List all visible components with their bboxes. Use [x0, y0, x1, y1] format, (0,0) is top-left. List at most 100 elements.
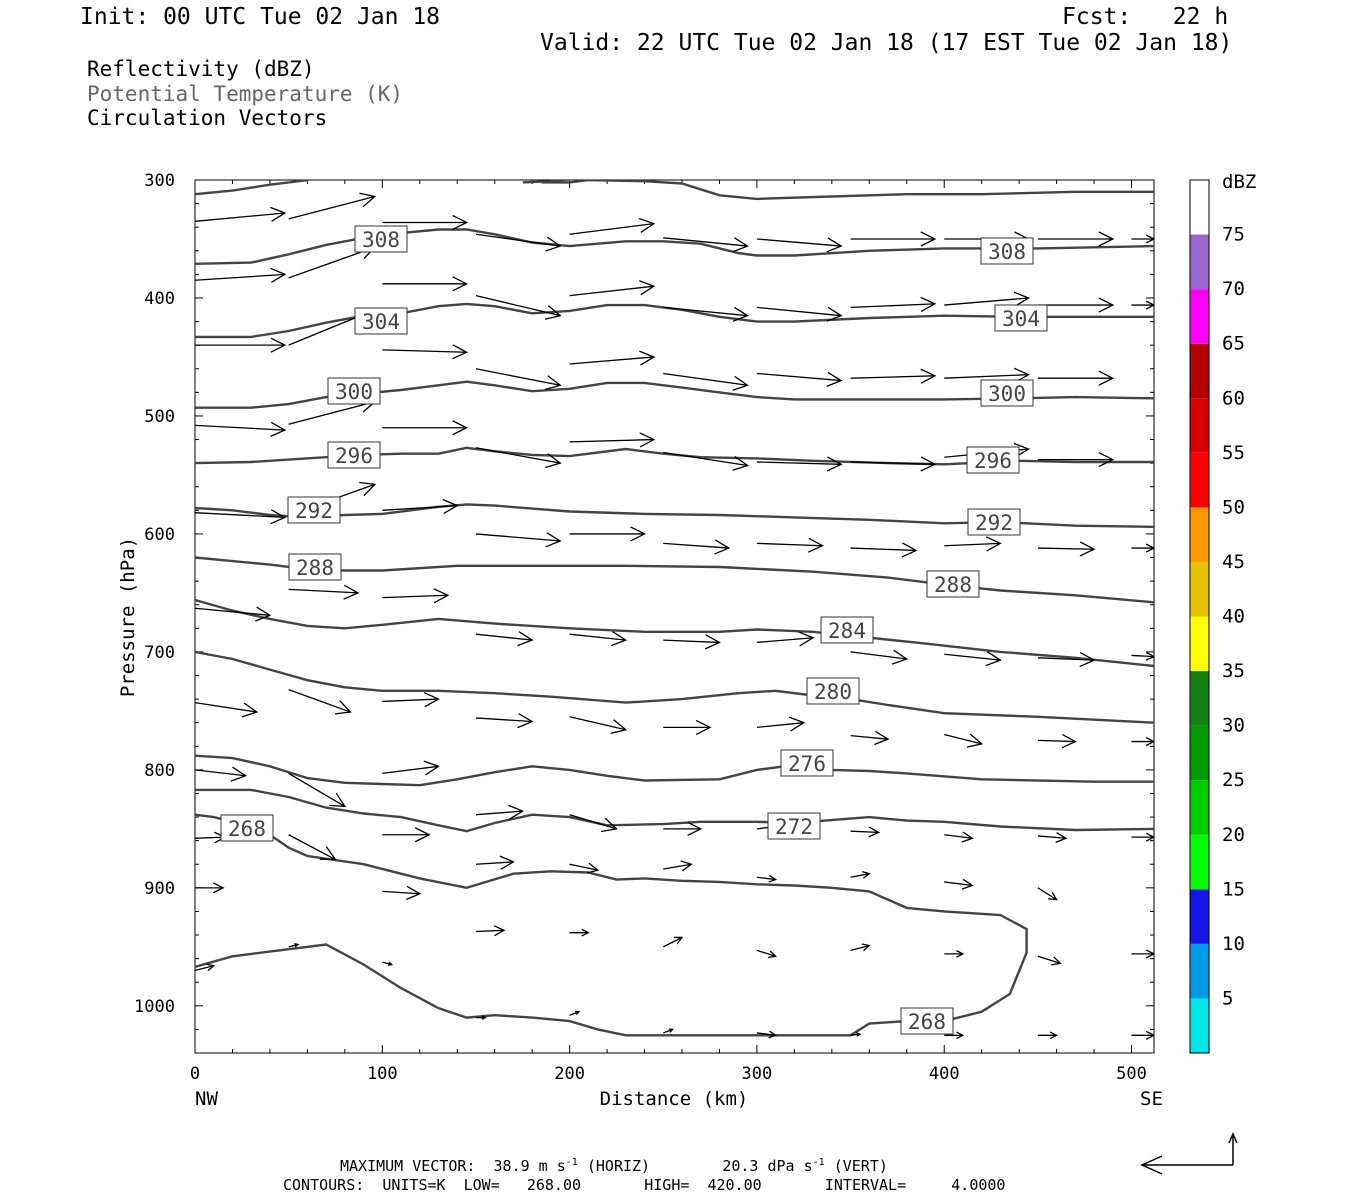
contour-268 — [195, 813, 1028, 1037]
vector-head — [985, 536, 1002, 552]
vector-shaft — [1131, 654, 1154, 658]
init-time: Init: 00 UTC Tue 02 Jan 18 — [80, 4, 441, 30]
vector-shaft — [1037, 887, 1057, 901]
vector-head — [294, 943, 300, 948]
circulation-vector — [1037, 955, 1062, 966]
contour-label-304: 304 — [362, 310, 400, 334]
vector-head — [499, 855, 515, 870]
vector-head — [985, 651, 1002, 667]
contour-label-280: 280 — [814, 680, 852, 704]
circulation-vector — [756, 874, 778, 883]
circulation-vector — [195, 766, 248, 782]
contour-label-box — [354, 225, 408, 253]
contour-label-292: 292 — [295, 499, 333, 523]
circulation-vector — [569, 350, 656, 366]
vector-head — [1145, 234, 1154, 244]
y-axis-label: Pressure (hPa) — [117, 537, 139, 697]
vector-head — [241, 702, 259, 718]
x-left-end-label: NW — [195, 1088, 218, 1110]
vector-head — [901, 542, 918, 558]
y-tick-label: 300 — [144, 171, 175, 191]
vector-head — [704, 634, 721, 650]
vector-shaft — [663, 372, 748, 386]
vector-head — [270, 206, 287, 222]
vector-head — [581, 928, 590, 937]
vector-head — [856, 1032, 862, 1037]
vector-head — [452, 344, 469, 360]
vector-shaft — [663, 1028, 673, 1034]
vector-shaft — [288, 772, 346, 807]
vector-head — [212, 882, 225, 894]
colorbar-swatch — [1190, 780, 1209, 835]
circulation-vector — [850, 943, 871, 952]
circulation-vector — [756, 949, 778, 959]
contour-label-284: 284 — [828, 619, 866, 643]
circulation-vector — [195, 337, 287, 353]
contour-line — [195, 181, 289, 196]
circulation-vector — [569, 432, 656, 448]
vector-head — [826, 456, 843, 472]
colorbar-swatch — [1190, 616, 1209, 672]
circulation-vector — [382, 276, 469, 292]
vector-shaft — [1037, 835, 1067, 839]
vector-head — [807, 537, 824, 553]
vector-shaft — [288, 195, 375, 220]
reference-vector — [1140, 1132, 1238, 1175]
legend-potential-temperature: Potential Temperature (K) — [87, 82, 404, 106]
plot-frame — [194, 179, 1155, 1054]
vector-shaft — [850, 873, 870, 878]
contour-label-box — [287, 496, 341, 524]
vector-head — [1145, 949, 1154, 959]
vector-shaft — [944, 297, 1029, 306]
circulation-vector — [1037, 1031, 1059, 1040]
contour-label-288: 288 — [296, 556, 334, 580]
vector-head — [956, 1031, 965, 1040]
vector-head — [1098, 297, 1115, 313]
circulation-vector — [1037, 297, 1115, 313]
max-vector-prefix: MAXIMUM VECTOR: 38.9 m s — [340, 1157, 566, 1175]
vector-shaft — [475, 447, 561, 464]
vector-head — [826, 371, 843, 387]
vector-shaft — [288, 943, 299, 948]
y-tick-label: 600 — [144, 525, 175, 545]
vector-head — [920, 231, 937, 247]
circulation-vector — [569, 862, 600, 874]
colorbar-label: 10 — [1222, 933, 1245, 955]
vector-shaft — [382, 504, 458, 511]
circulation-vector — [756, 537, 824, 553]
vector-shaft — [663, 237, 748, 247]
vector-head — [826, 237, 843, 253]
circulation-vector — [195, 963, 216, 972]
colorbar-swatch — [1190, 507, 1209, 562]
vector-shaft — [382, 890, 420, 895]
vector-shaft — [195, 273, 285, 281]
circulation-vector — [569, 526, 646, 542]
colorbar-label: 60 — [1222, 387, 1245, 409]
vector-head — [270, 421, 287, 437]
axis-ticks: 0 100 200 300 400 500 300 400 500 600 700 800 900 100… — [134, 171, 1154, 1084]
vector-head — [920, 296, 937, 313]
circulation-vector — [382, 760, 440, 776]
contour-label-box — [327, 441, 381, 469]
circulation-vector — [475, 855, 515, 870]
vector-head — [600, 817, 618, 833]
contour-label-292: 292 — [975, 511, 1013, 535]
colorbar-label: 70 — [1222, 278, 1245, 300]
circulation-vector — [850, 368, 937, 384]
vector-head — [575, 1010, 581, 1016]
vector-shaft — [850, 735, 889, 740]
vector-head — [861, 943, 871, 952]
vector-shaft — [195, 965, 214, 972]
vector-head — [334, 700, 352, 715]
contour-label-296: 296 — [974, 449, 1012, 473]
vector-shaft — [850, 303, 935, 309]
colorbar-swatch — [1190, 234, 1209, 290]
vector-shaft — [663, 451, 748, 467]
vector-head — [493, 925, 506, 937]
vector-head — [714, 539, 731, 555]
vector-head — [270, 337, 287, 353]
circulation-vector — [756, 371, 843, 387]
circulation-vector — [663, 634, 721, 650]
vector-head — [1098, 370, 1115, 386]
